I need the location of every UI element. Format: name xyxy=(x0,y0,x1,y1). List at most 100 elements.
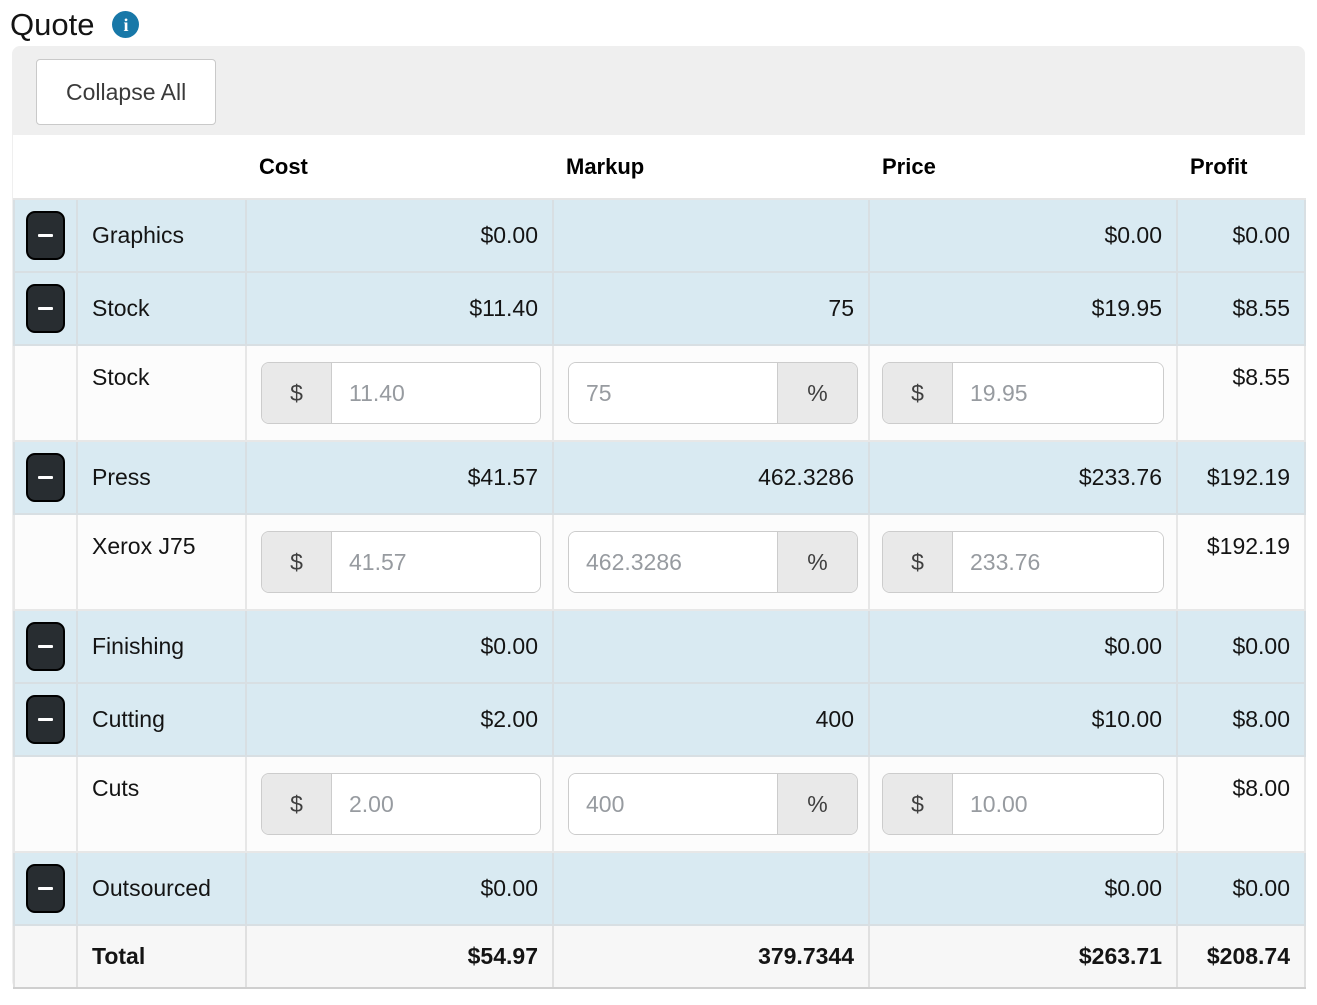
cost-value: $2.00 xyxy=(245,682,554,757)
markup-input[interactable] xyxy=(569,774,777,834)
currency-addon: $ xyxy=(883,774,953,834)
currency-addon: $ xyxy=(262,363,332,423)
cost-value: $0.00 xyxy=(245,198,554,273)
collapse-cell-empty xyxy=(13,513,78,611)
markup-value xyxy=(552,609,870,684)
cost-input[interactable] xyxy=(332,774,540,834)
page-title: Quote xyxy=(10,6,95,42)
markup-input-group: % xyxy=(568,531,858,593)
collapse-cell-empty xyxy=(13,924,78,989)
price-value: $10.00 xyxy=(868,682,1178,757)
page-header: Quote i xyxy=(0,0,1317,46)
collapse-cell xyxy=(13,682,78,757)
percent-addon: % xyxy=(777,363,857,423)
info-icon[interactable]: i xyxy=(112,11,140,38)
header-row: Cost Markup Price Profit xyxy=(14,135,1305,200)
collapse-graphics-button[interactable] xyxy=(26,211,65,260)
detail-row-xerox-j75: Xerox J75 $ % $ xyxy=(13,513,1306,611)
price-input-group: $ xyxy=(882,531,1164,593)
collapse-press-button[interactable] xyxy=(26,453,65,502)
minus-icon xyxy=(38,718,53,721)
cost-value: $11.40 xyxy=(245,271,554,346)
minus-icon xyxy=(38,887,53,890)
total-cost-value: $54.97 xyxy=(245,924,554,989)
profit-value: $192.19 xyxy=(1176,440,1306,515)
cost-input-cell: $ xyxy=(245,755,554,853)
price-value: $19.95 xyxy=(868,271,1178,346)
price-input[interactable] xyxy=(953,532,1163,592)
collapse-cell xyxy=(13,851,78,926)
minus-icon xyxy=(38,476,53,479)
cost-value: $0.00 xyxy=(245,851,554,926)
cost-input-cell: $ xyxy=(245,513,554,611)
category-row-graphics: Graphics $0.00 $0.00 $0.00 xyxy=(13,198,1306,273)
quote-table: Cost Markup Price Profit Graphics $0.00 … xyxy=(13,135,1306,989)
minus-icon xyxy=(38,307,53,310)
cost-input[interactable] xyxy=(332,532,540,592)
price-input-group: $ xyxy=(882,362,1164,424)
collapse-stock-button[interactable] xyxy=(26,284,65,333)
markup-value xyxy=(552,198,870,273)
category-label: Cutting xyxy=(76,682,247,757)
collapse-cell xyxy=(13,271,78,346)
collapse-outsourced-button[interactable] xyxy=(26,864,65,913)
price-input-cell: $ xyxy=(868,755,1178,853)
markup-input-cell: % xyxy=(552,755,870,853)
cost-input-group: $ xyxy=(261,531,541,593)
cost-input-group: $ xyxy=(261,362,541,424)
total-label: Total xyxy=(76,924,247,989)
price-input-cell: $ xyxy=(868,513,1178,611)
collapse-cell xyxy=(13,198,78,273)
header-cost: Cost xyxy=(246,135,553,200)
profit-value: $0.00 xyxy=(1176,851,1306,926)
price-input[interactable] xyxy=(953,774,1163,834)
profit-value: $0.00 xyxy=(1176,609,1306,684)
markup-input-cell: % xyxy=(552,344,870,442)
currency-addon: $ xyxy=(262,774,332,834)
currency-addon: $ xyxy=(883,532,953,592)
collapse-cell xyxy=(13,440,78,515)
minus-icon xyxy=(38,234,53,237)
quote-panel: Collapse All Cost Markup Price Profit Gr… xyxy=(12,46,1306,989)
currency-addon: $ xyxy=(262,532,332,592)
price-input[interactable] xyxy=(953,363,1163,423)
price-value: $0.00 xyxy=(868,609,1178,684)
profit-value: $8.00 xyxy=(1176,682,1306,757)
percent-addon: % xyxy=(777,532,857,592)
category-label: Stock xyxy=(76,271,247,346)
markup-input[interactable] xyxy=(569,532,777,592)
total-price-value: $263.71 xyxy=(868,924,1178,989)
markup-value: 400 xyxy=(552,682,870,757)
minus-icon xyxy=(38,645,53,648)
markup-input-group: % xyxy=(568,362,858,424)
total-profit-value: $208.74 xyxy=(1176,924,1306,989)
detail-label: Stock xyxy=(76,344,247,442)
total-markup-value: 379.7344 xyxy=(552,924,870,989)
profit-value: $0.00 xyxy=(1176,198,1306,273)
category-label: Press xyxy=(76,440,247,515)
collapse-cutting-button[interactable] xyxy=(26,695,65,744)
category-row-stock: Stock $11.40 75 $19.95 $8.55 xyxy=(13,271,1306,346)
collapse-finishing-button[interactable] xyxy=(26,622,65,671)
profit-value: $8.55 xyxy=(1176,271,1306,346)
header-collapse-col xyxy=(14,135,77,200)
collapse-all-button[interactable]: Collapse All xyxy=(36,59,217,125)
header-markup: Markup xyxy=(553,135,869,200)
detail-label: Cuts xyxy=(76,755,247,853)
collapse-cell-empty xyxy=(13,755,78,853)
total-row: Total $54.97 379.7344 $263.71 $208.74 xyxy=(13,924,1306,989)
cost-value: $0.00 xyxy=(245,609,554,684)
markup-value: 462.3286 xyxy=(552,440,870,515)
markup-input[interactable] xyxy=(569,363,777,423)
detail-label: Xerox J75 xyxy=(76,513,247,611)
category-label: Graphics xyxy=(76,198,247,273)
header-profit: Profit xyxy=(1177,135,1305,200)
markup-value: 75 xyxy=(552,271,870,346)
cost-input[interactable] xyxy=(332,363,540,423)
markup-value xyxy=(552,851,870,926)
category-label: Finishing xyxy=(76,609,247,684)
collapse-cell-empty xyxy=(13,344,78,442)
markup-input-group: % xyxy=(568,773,858,835)
detail-row-cuts: Cuts $ % $ xyxy=(13,755,1306,853)
price-value: $233.76 xyxy=(868,440,1178,515)
